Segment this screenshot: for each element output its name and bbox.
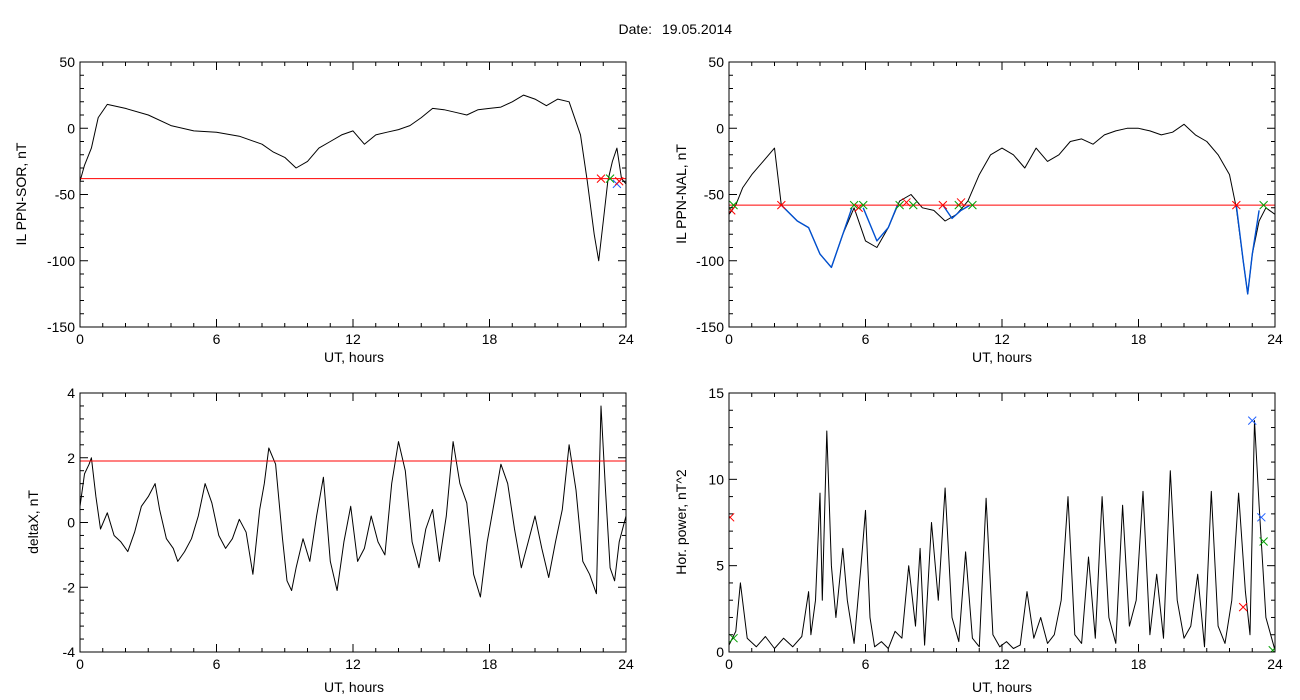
y-tick-label: 0 (67, 120, 75, 136)
event-marker (854, 203, 864, 213)
x-tick-label: 6 (213, 656, 221, 672)
event-marker (968, 200, 977, 210)
y-tick-label: 0 (716, 644, 724, 660)
highlight-series-line (1235, 205, 1260, 295)
panel-il-ppn-sor: IL PPN-SOR, nT UT, hours 0 6 12 18 24 -150 -10… (13, 54, 634, 365)
x-tick-label: 12 (345, 656, 361, 672)
y-axis-label: deltaX, nT (25, 490, 41, 554)
x-axis-label: UT, hours (324, 349, 384, 365)
event-marker (849, 200, 859, 210)
y-tick-label: -4 (63, 644, 76, 660)
trace-series-line (80, 405, 626, 598)
trace-series-line (729, 123, 1275, 295)
y-axis-label: IL PPN-SOR, nT (13, 142, 29, 245)
plot-area (80, 94, 626, 262)
highlight-series-line (942, 204, 971, 220)
x-tick-label: 0 (725, 656, 733, 672)
event-marker (938, 200, 948, 210)
event-marker (1231, 200, 1241, 210)
y-tick-label: 50 (59, 54, 75, 70)
y-tick-label: 10 (708, 471, 724, 487)
event-marker (729, 512, 735, 522)
date-value: 19.05.2014 (662, 21, 732, 37)
date-label: Date: (619, 21, 652, 37)
y-tick-label: 2 (67, 450, 75, 466)
plot-area (80, 405, 626, 598)
x-tick-label: 18 (1131, 331, 1147, 347)
plot-frame (79, 61, 627, 328)
event-marker (596, 174, 606, 183)
event-marker (1259, 537, 1268, 546)
event-marker (1259, 200, 1268, 210)
x-tick-label: 12 (994, 656, 1010, 672)
event-marker (1268, 645, 1275, 652)
event-marker (1238, 602, 1248, 612)
x-axis-label: UT, hours (324, 679, 384, 695)
y-tick-label: 50 (708, 54, 724, 70)
event-marker (729, 206, 736, 215)
plot-frame (728, 61, 1276, 328)
x-tick-label: 24 (618, 656, 634, 672)
x-tick-label: 6 (862, 656, 870, 672)
y-tick-label: 4 (67, 385, 75, 401)
highlight-series-line (780, 204, 853, 269)
x-tick-label: 0 (76, 656, 84, 672)
x-axis-label: UT, hours (972, 679, 1032, 695)
event-marker (902, 198, 911, 207)
trace-series-line (729, 420, 1275, 651)
panel-hor-power: Hor. power, nT^2 UT, hours 0 6 12 18 24 0 5 10 1… (673, 385, 1283, 695)
y-tick-label: 0 (716, 120, 724, 136)
event-marker (605, 174, 615, 183)
y-tick-label: -150 (47, 319, 75, 335)
event-marker (776, 200, 786, 210)
y-tick-label: 15 (708, 385, 724, 401)
x-tick-label: 12 (994, 331, 1010, 347)
y-axis-label: Hor. power, nT^2 (673, 469, 689, 575)
x-tick-label: 24 (618, 331, 634, 347)
y-tick-label: -100 (696, 253, 724, 269)
plot-area (729, 123, 1275, 295)
event-marker (908, 200, 918, 210)
event-marker (1256, 512, 1266, 522)
x-tick-label: 18 (482, 656, 498, 672)
y-tick-label: -100 (47, 253, 75, 269)
panel-il-ppn-nal: IL PPN-NAL, nT UT, hours 0 6 12 18 24 -150 -10… (673, 54, 1283, 365)
x-axis-label: UT, hours (972, 349, 1032, 365)
event-marker (956, 198, 966, 207)
event-marker (614, 176, 624, 186)
x-tick-label: 6 (213, 331, 221, 347)
plot-area (729, 416, 1275, 652)
x-tick-label: 24 (1267, 331, 1283, 347)
y-tick-label: -150 (696, 319, 724, 335)
y-tick-label: -2 (63, 579, 76, 595)
y-tick-label: 0 (67, 515, 75, 531)
y-tick-label: -50 (55, 187, 75, 203)
y-tick-label: 5 (716, 558, 724, 574)
event-marker (895, 200, 904, 210)
x-tick-label: 24 (1267, 656, 1283, 672)
event-marker (858, 200, 868, 210)
highlight-series-line (862, 204, 899, 242)
x-tick-label: 18 (1131, 656, 1147, 672)
y-tick-label: -50 (704, 187, 724, 203)
y-axis-label: IL PPN-NAL, nT (673, 144, 689, 244)
trace-series-line (80, 94, 626, 262)
x-tick-label: 0 (76, 331, 84, 347)
event-marker (1247, 416, 1257, 425)
x-tick-label: 6 (862, 331, 870, 347)
x-tick-label: 18 (482, 331, 498, 347)
x-tick-label: 12 (345, 331, 361, 347)
plot-frame (728, 392, 1276, 653)
x-tick-label: 0 (725, 331, 733, 347)
event-marker (729, 633, 738, 643)
